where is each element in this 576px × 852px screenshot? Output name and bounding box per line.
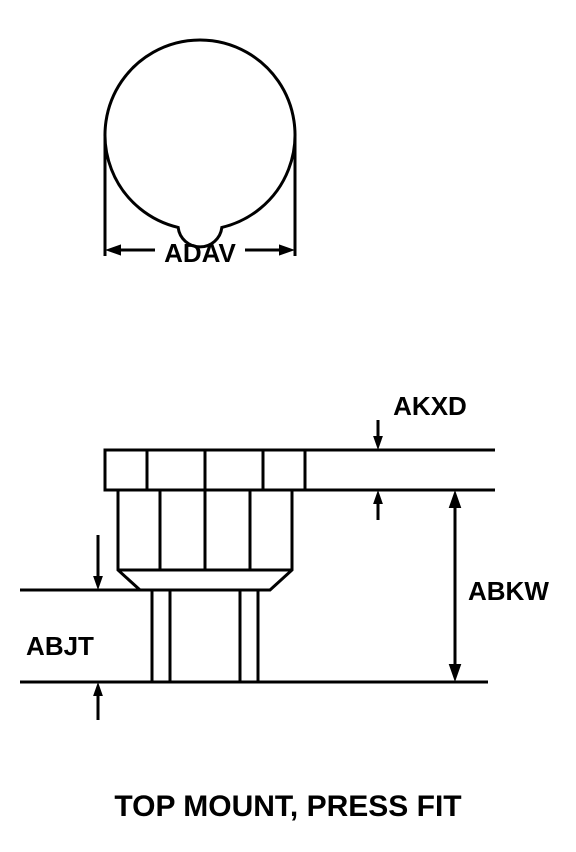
diagram-svg: ADAV AKXD ABKW ABJT [0,0,576,852]
svg-text:ABKW: ABKW [468,576,549,606]
diagram-container: ADAV AKXD ABKW ABJT TOP MOUNT, PRESS FIT [0,0,576,852]
diagram-title: TOP MOUNT, PRESS FIT [0,790,576,824]
svg-text:ADAV: ADAV [164,238,236,268]
svg-text:ABJT: ABJT [26,631,94,661]
svg-text:AKXD: AKXD [393,391,467,421]
